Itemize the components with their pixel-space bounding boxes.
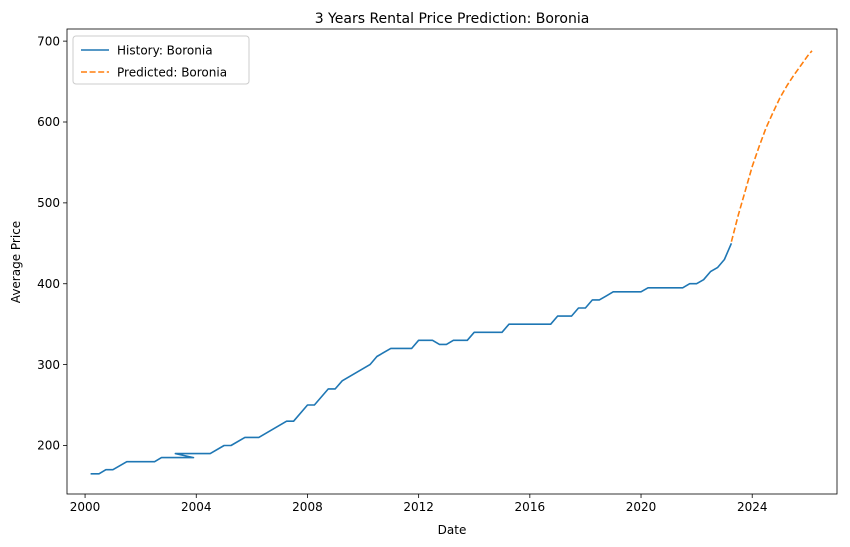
- x-tick-label: 2000: [70, 500, 101, 514]
- y-tick-label: 600: [37, 115, 60, 129]
- x-tick-label: 2004: [181, 500, 212, 514]
- chart-title: 3 Years Rental Price Prediction: Boronia: [315, 11, 590, 27]
- plot-frame: [66, 28, 838, 495]
- y-tick-label: 200: [37, 439, 60, 453]
- x-tick-label: 2008: [292, 500, 323, 514]
- y-tick-label: 300: [37, 358, 60, 372]
- legend: History: Boronia Predicted: Boronia: [72, 35, 250, 85]
- y-tick-label: 400: [37, 277, 60, 291]
- tick-layer: 2000 2004 2008 2012 2016 2020 2024 200 300 400 500…: [37, 34, 767, 514]
- legend-frame: [72, 35, 250, 85]
- x-axis-label: Date: [438, 523, 467, 537]
- x-tick-label: 2024: [737, 500, 768, 514]
- x-tick-label: 2016: [515, 500, 546, 514]
- series-line-history: [90, 242, 733, 475]
- series-line-predicted: [730, 50, 813, 242]
- legend-label-history: History: Boronia: [117, 44, 213, 58]
- y-axis-label: Average Price: [9, 221, 23, 303]
- legend-label-predicted: Predicted: Boronia: [117, 66, 227, 80]
- x-tick-label: 2012: [403, 500, 434, 514]
- series-layer: [90, 50, 813, 475]
- y-tick-label: 700: [37, 34, 60, 48]
- x-tick-label: 2020: [626, 500, 657, 514]
- y-tick-label: 500: [37, 196, 60, 210]
